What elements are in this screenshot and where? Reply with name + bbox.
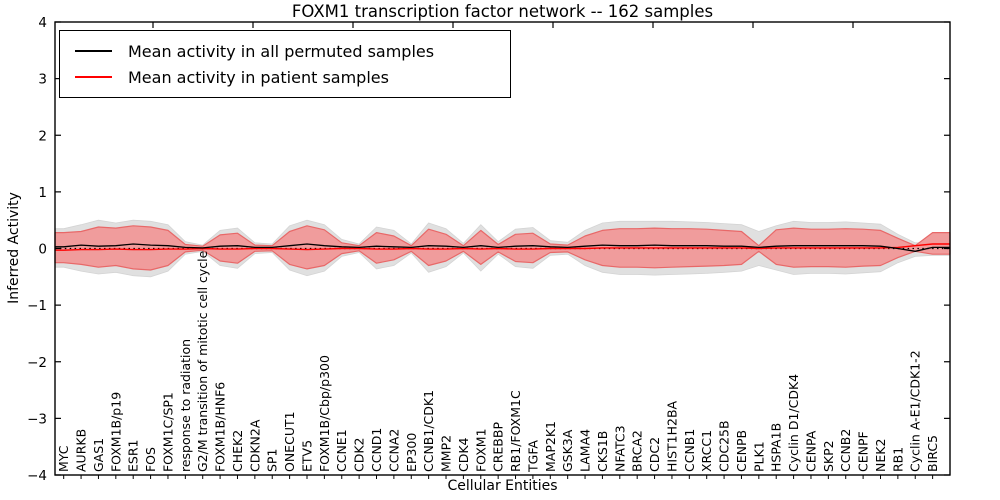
mean-line-permuted [55,243,950,252]
x-tick-label: SP1 [265,449,280,472]
x-tick-label: GAS1 [91,438,106,472]
x-tick-label: CCNA2 [386,429,401,472]
x-tick-label: CDK4 [456,437,471,472]
legend-entry-patient: Mean activity in patient samples [60,68,510,87]
x-tick-label: CDK2 [352,437,367,472]
x-tick-label: LAMA4 [578,429,593,472]
x-tick-label: FOXM1C/SP1 [160,392,175,472]
x-tick-label: CDKN2A [247,419,262,472]
x-tick-label: FOXM1B/p19 [108,392,123,472]
x-tick-label: CENPF [856,431,871,472]
y-tick-label: 0 [38,242,47,258]
x-tick-label: FOXM1B/Cbp/p300 [317,355,332,472]
legend-entry-permuted: Mean activity in all permuted samples [60,42,510,61]
y-tick-label: 3 [38,72,47,88]
x-tick-label: FOXM1 [473,428,488,472]
y-tick-label: −3 [27,411,47,427]
x-tick-label: MMP2 [439,435,454,472]
x-tick-label: CREBBP [491,422,506,472]
x-tick-label: CCNB1/CDK1 [421,390,436,472]
mean-line-patient [55,243,950,251]
x-tick-label: RB1 [890,447,905,472]
x-tick-label: XRCC1 [699,430,714,472]
y-tick-label: −2 [27,355,47,371]
top-ticks [152,22,854,28]
x-tick-label: CDC25B [717,420,732,472]
legend-label-patient: Mean activity in patient samples [128,67,389,87]
permuted-line-swatch [75,50,112,52]
x-tick-label: RB1/FOXM1C [508,390,523,472]
x-tick-label: FOXM1B/HNF6 [213,382,228,472]
x-tick-label: MAP2K1 [543,421,558,472]
legend-label-permuted: Mean activity in all permuted samples [128,41,435,61]
chart-title: FOXM1 transcription factor network -- 16… [291,2,714,21]
x-tick-label: G2/M transition of mitotic cell cycle [195,250,210,472]
x-tick-label: TGFA [525,440,540,473]
x-tick-label: ESR1 [126,440,141,472]
x-tick-label: SKP2 [821,440,836,472]
x-tick-label: CENPB [734,430,749,472]
x-tick-label: response to radiation [178,339,193,472]
x-tick-label: PLK1 [751,441,766,472]
x-axis-label: Cellular Entities [447,478,558,494]
x-tick-label: HSPA1B [769,423,784,472]
x-tick-labels: MYC AURKB GAS1 FOXM1B/p19 ESR1 FOS FOXM1C/SP1 r… [56,250,940,473]
x-tick-label: ETV5 [299,440,314,472]
x-ticks [63,475,934,479]
x-tick-label: Cyclin D1/CDK4 [786,374,801,472]
x-tick-label: GSK3A [560,429,575,472]
x-tick-label: Cyclin A-E1/CDK1-2 [908,350,923,472]
x-tick-label: CCND1 [369,428,384,472]
y-axis-label: Inferred Activity [6,192,22,304]
x-tick-label: CENPA [803,430,818,472]
x-tick-label: BRCA2 [630,430,645,472]
x-tick-label: NEK2 [873,439,888,472]
x-tick-label: HIST1H2BA [664,400,679,472]
x-tick-label: CCNB2 [838,429,853,472]
x-tick-label: CCNB1 [682,429,697,472]
x-tick-label: MYC [56,445,71,472]
x-tick-label: CDC2 [647,437,662,472]
x-tick-label: ONECUT1 [282,411,297,472]
x-tick-label: EP300 [404,433,419,472]
y-tick-label: 1 [38,185,47,201]
x-tick-label: NFATC3 [612,425,627,472]
x-tick-label: AURKB [74,429,89,472]
x-tick-label: FOS [143,447,158,472]
y-tick-label: 4 [38,15,47,31]
x-tick-label: CCNE1 [334,429,349,472]
x-tick-label: CHEK2 [230,430,245,472]
x-tick-label: CKS1B [595,431,610,472]
y-tick-label: −1 [27,298,47,314]
legend: Mean activity in all permuted samples Me… [59,30,511,98]
y-ticks: 4 3 2 1 0 −1 −2 −3 −4 [27,15,950,484]
y-tick-label: −4 [27,468,47,484]
x-tick-label: BIRC5 [925,435,940,472]
y-tick-label: 2 [38,128,47,144]
patient-line-swatch [75,76,112,78]
